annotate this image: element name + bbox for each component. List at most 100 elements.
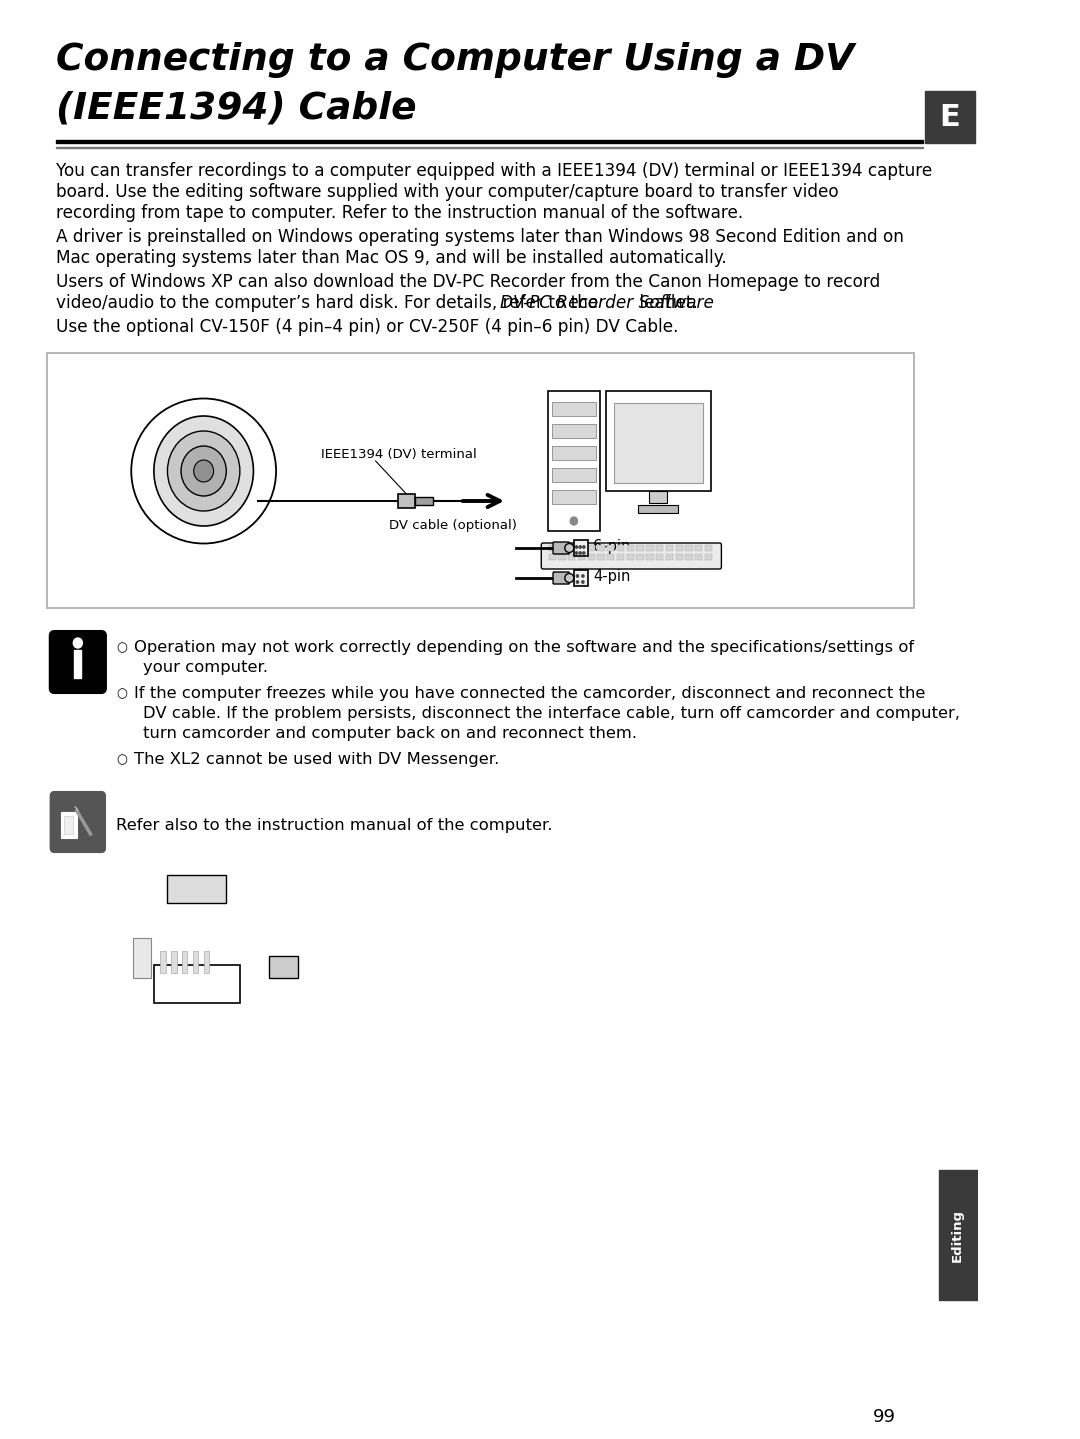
Text: DV-PC Recorder Software: DV-PC Recorder Software: [500, 294, 714, 312]
Bar: [686, 545, 692, 551]
Text: 4-pin: 4-pin: [593, 570, 631, 584]
Circle shape: [570, 517, 578, 525]
Bar: [167, 875, 227, 904]
Bar: [573, 570, 589, 586]
Bar: [269, 955, 298, 979]
Bar: [926, 91, 975, 142]
Bar: [705, 545, 712, 551]
Text: A driver is preinstalled on Windows operating systems later than Windows 98 Seco: A driver is preinstalled on Windows oper…: [56, 227, 904, 246]
Text: board. Use the editing software supplied with your computer/capture board to tra: board. Use the editing software supplied…: [56, 183, 839, 201]
Bar: [204, 951, 210, 973]
Bar: [552, 401, 595, 416]
Ellipse shape: [565, 544, 573, 553]
Circle shape: [577, 574, 579, 577]
Bar: [75, 650, 81, 678]
Bar: [656, 554, 663, 560]
FancyBboxPatch shape: [553, 543, 569, 554]
Circle shape: [583, 545, 585, 548]
Bar: [607, 391, 711, 491]
Circle shape: [73, 637, 82, 648]
Bar: [705, 554, 712, 560]
Bar: [193, 951, 199, 973]
Bar: [578, 554, 585, 560]
Bar: [696, 554, 702, 560]
Bar: [588, 554, 595, 560]
Text: Connecting to a Computer Using a DV: Connecting to a Computer Using a DV: [56, 42, 854, 78]
Bar: [171, 951, 176, 973]
Bar: [607, 554, 615, 560]
Bar: [676, 554, 683, 560]
Text: video/audio to the computer’s hard disk. For details, refer to the: video/audio to the computer’s hard disk.…: [56, 294, 604, 312]
Bar: [48, 353, 914, 609]
Bar: [646, 545, 653, 551]
Bar: [558, 545, 566, 551]
Ellipse shape: [153, 416, 254, 527]
Bar: [552, 468, 595, 482]
Bar: [549, 554, 556, 560]
Bar: [160, 951, 165, 973]
Text: ○: ○: [116, 640, 126, 653]
Bar: [636, 554, 644, 560]
Text: Refer also to the instruction manual of the computer.: Refer also to the instruction manual of …: [116, 817, 552, 833]
Bar: [676, 545, 683, 551]
FancyBboxPatch shape: [553, 571, 569, 584]
Bar: [646, 554, 653, 560]
FancyBboxPatch shape: [50, 630, 106, 694]
Text: Use the optional CV-150F (4 pin–4 pin) or CV-250F (4 pin–6 pin) DV Cable.: Use the optional CV-150F (4 pin–4 pin) o…: [56, 318, 678, 335]
Ellipse shape: [565, 574, 573, 583]
Circle shape: [582, 574, 584, 577]
Text: ○: ○: [116, 753, 126, 766]
Bar: [588, 545, 595, 551]
Text: Mac operating systems later than Mac OS 9, and will be installed automatically.: Mac operating systems later than Mac OS …: [56, 249, 727, 268]
Bar: [153, 966, 240, 1003]
Bar: [649, 491, 667, 504]
Bar: [568, 545, 576, 551]
Bar: [552, 491, 595, 504]
Bar: [613, 403, 703, 484]
Bar: [573, 540, 589, 555]
Text: 99: 99: [873, 1407, 896, 1426]
Text: your computer.: your computer.: [143, 661, 268, 675]
Bar: [549, 545, 556, 551]
Ellipse shape: [167, 432, 240, 511]
Circle shape: [576, 545, 578, 548]
Text: leaflet.: leaflet.: [634, 294, 698, 312]
Circle shape: [579, 551, 581, 554]
Ellipse shape: [193, 460, 214, 482]
Circle shape: [582, 581, 584, 583]
Text: The XL2 cannot be used with DV Messenger.: The XL2 cannot be used with DV Messenger…: [134, 753, 499, 767]
Bar: [638, 505, 678, 512]
Text: turn camcorder and computer back on and reconnect them.: turn camcorder and computer back on and …: [143, 727, 637, 741]
Bar: [696, 545, 702, 551]
Text: DV cable. If the problem persists, disconnect the interface cable, turn off camc: DV cable. If the problem persists, disco…: [143, 707, 960, 721]
Text: You can transfer recordings to a computer equipped with a IEEE1394 (DV) terminal: You can transfer recordings to a compute…: [56, 163, 932, 180]
Bar: [181, 951, 187, 973]
Bar: [666, 545, 673, 551]
Bar: [686, 554, 692, 560]
Bar: [656, 545, 663, 551]
Text: Users of Windows XP can also download the DV-PC Recorder from the Canon Homepage: Users of Windows XP can also download th…: [56, 273, 880, 291]
Bar: [597, 554, 605, 560]
FancyBboxPatch shape: [51, 791, 105, 852]
Bar: [666, 554, 673, 560]
Bar: [56, 140, 923, 142]
Text: E: E: [940, 102, 960, 131]
Text: If the computer freezes while you have connected the camcorder, disconnect and r: If the computer freezes while you have c…: [134, 686, 926, 701]
Bar: [617, 545, 624, 551]
Bar: [607, 545, 615, 551]
Ellipse shape: [181, 446, 227, 496]
Text: DV cable (optional): DV cable (optional): [389, 519, 517, 532]
Bar: [578, 545, 585, 551]
Text: 6-pin: 6-pin: [593, 540, 631, 554]
Bar: [626, 545, 634, 551]
Text: IEEE1394 (DV) terminal: IEEE1394 (DV) terminal: [322, 448, 477, 460]
Bar: [415, 496, 433, 505]
Text: Operation may not work correctly depending on the software and the specification: Operation may not work correctly dependi…: [134, 640, 914, 655]
Bar: [636, 545, 644, 551]
Circle shape: [576, 551, 578, 554]
Bar: [939, 1170, 977, 1299]
Bar: [60, 812, 77, 837]
Text: recording from tape to computer. Refer to the instruction manual of the software: recording from tape to computer. Refer t…: [56, 204, 743, 222]
Bar: [626, 554, 634, 560]
Bar: [597, 545, 605, 551]
